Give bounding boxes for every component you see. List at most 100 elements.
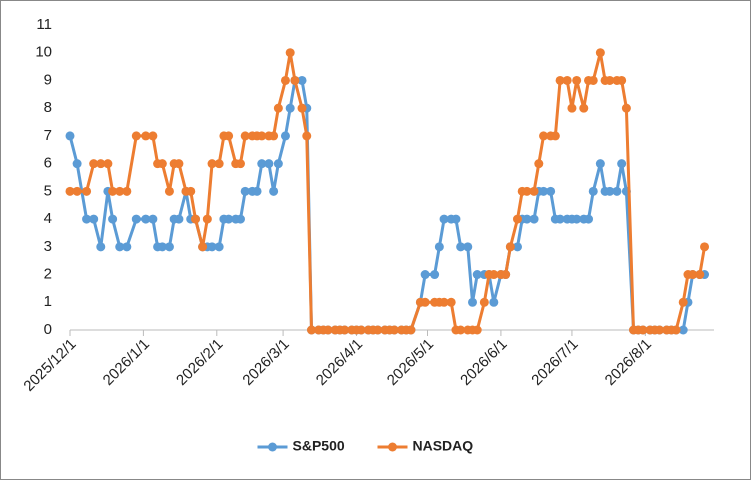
point — [214, 242, 224, 252]
point — [207, 242, 217, 252]
point — [595, 48, 605, 58]
point — [157, 159, 167, 169]
point — [108, 186, 118, 196]
point — [463, 242, 473, 252]
legend-marker — [268, 442, 277, 452]
point — [617, 75, 627, 85]
point — [224, 131, 234, 141]
point — [617, 159, 627, 169]
point — [290, 75, 300, 85]
point — [621, 103, 631, 113]
point — [65, 131, 75, 141]
point — [340, 325, 350, 335]
point — [588, 186, 598, 196]
point — [420, 270, 430, 280]
point — [539, 131, 549, 141]
point — [297, 75, 307, 85]
point — [539, 186, 549, 196]
y-tick-label: 5 — [44, 182, 52, 199]
point — [446, 297, 456, 307]
point — [605, 75, 615, 85]
point — [269, 186, 279, 196]
point — [501, 270, 511, 280]
point — [122, 242, 132, 252]
point — [529, 186, 539, 196]
point — [280, 131, 290, 141]
point — [655, 325, 665, 335]
point — [373, 325, 383, 335]
point — [420, 297, 430, 307]
point — [489, 297, 499, 307]
point — [103, 159, 113, 169]
point — [522, 186, 532, 196]
point — [65, 186, 75, 196]
point — [108, 214, 118, 224]
point — [584, 214, 594, 224]
point — [572, 75, 582, 85]
point — [512, 242, 522, 252]
point — [430, 270, 440, 280]
point — [472, 270, 482, 280]
y-tick-label: 0 — [44, 321, 52, 338]
point — [323, 325, 333, 335]
y-tick-label: 6 — [44, 155, 52, 172]
point — [190, 214, 200, 224]
point — [439, 297, 449, 307]
point — [302, 131, 312, 141]
point — [605, 186, 615, 196]
y-tick-label: 1 — [44, 293, 52, 310]
legend-label: S&P500 — [293, 438, 345, 454]
point — [240, 186, 250, 196]
point — [89, 214, 99, 224]
point — [678, 325, 688, 335]
point — [534, 159, 544, 169]
point — [555, 214, 565, 224]
point — [695, 270, 705, 280]
y-tick-label: 7 — [44, 127, 52, 144]
point — [456, 242, 466, 252]
point — [141, 131, 151, 141]
point — [479, 297, 489, 307]
point — [588, 75, 598, 85]
point — [131, 131, 141, 141]
point — [406, 325, 416, 335]
point — [638, 325, 648, 335]
point — [456, 325, 466, 335]
point — [512, 214, 522, 224]
point — [434, 242, 444, 252]
point — [89, 159, 99, 169]
point — [671, 325, 681, 335]
point — [595, 159, 605, 169]
point — [198, 242, 208, 252]
point — [579, 103, 589, 113]
point — [285, 48, 295, 58]
point — [264, 159, 274, 169]
point — [148, 131, 158, 141]
point — [252, 186, 262, 196]
y-tick-label: 3 — [44, 238, 52, 255]
point — [529, 214, 539, 224]
point — [157, 242, 167, 252]
point — [82, 214, 92, 224]
point — [148, 214, 158, 224]
point — [678, 297, 688, 307]
point — [522, 214, 532, 224]
point — [72, 186, 82, 196]
point — [273, 103, 283, 113]
point — [72, 159, 82, 169]
point — [280, 75, 290, 85]
y-tick-label: 4 — [44, 210, 52, 227]
point — [224, 214, 234, 224]
point — [505, 242, 515, 252]
point — [555, 75, 565, 85]
point — [550, 131, 560, 141]
legend-marker — [388, 442, 397, 452]
point — [115, 186, 125, 196]
point — [546, 186, 556, 196]
point — [307, 325, 316, 335]
point — [700, 242, 710, 252]
point — [96, 242, 106, 252]
point — [572, 214, 582, 224]
